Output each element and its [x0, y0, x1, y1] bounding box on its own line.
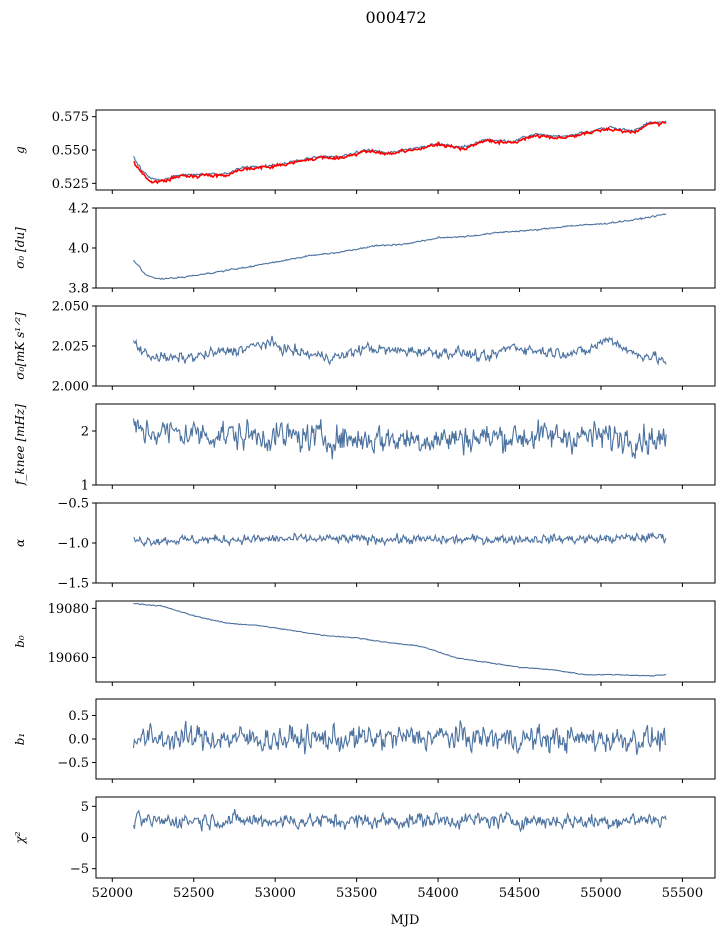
panel-alpha: −1.5 −1.0 −0.5 α	[13, 497, 716, 592]
series-line-sigma0	[133, 213, 667, 280]
series-line-b0	[133, 602, 667, 677]
panel-chi2: −5 0 5 χ²	[13, 796, 716, 882]
panel-frame	[95, 109, 716, 191]
series-line-fknee	[132, 418, 667, 460]
chart-title: 000472	[365, 8, 426, 27]
y-tick-label: −5	[70, 862, 89, 877]
y-axis-label: b₀	[13, 635, 27, 648]
series-line-alpha	[133, 531, 667, 548]
y-tick-label: −1.5	[57, 577, 89, 592]
y-tick-label: 0.525	[52, 177, 89, 192]
y-axis-label: σ₀ [du]	[13, 227, 27, 269]
panel-b0: 19060 19080 b₀	[13, 600, 716, 686]
x-tick-label: 54500	[499, 886, 540, 901]
y-tick-label: 2.025	[52, 340, 89, 355]
y-tick-label: −0.5	[57, 497, 89, 512]
y-tick-label: 0.5	[68, 709, 89, 724]
series-line-sigma0_mks	[132, 335, 667, 366]
y-tick-label: 5	[81, 800, 89, 815]
panel-g: 0.525 0.550 0.575 g	[13, 109, 716, 194]
x-tick-label: 53500	[336, 886, 377, 901]
y-tick-label: 0	[81, 831, 89, 846]
panel-frame	[95, 502, 716, 584]
y-tick-label: 2	[81, 425, 89, 440]
y-axis-label: α	[13, 539, 27, 547]
series-line-b1	[132, 720, 667, 755]
x-tick-label: 54000	[417, 886, 458, 901]
x-tick-label: 53000	[255, 886, 296, 901]
x-tick-label: 55000	[580, 886, 621, 901]
series-line-chi2	[132, 809, 667, 833]
y-tick-label: 2.050	[52, 300, 89, 315]
panel-sigma0: 3.8 4.0 4.2 σ₀ [du]	[13, 202, 716, 297]
y-axis-label: χ²	[13, 831, 27, 844]
y-tick-label: 2.000	[52, 380, 89, 395]
panel-sigma0_mks: 2.000 2.025 2.050 σ₀[mK s¹ᐟ²]	[13, 300, 716, 395]
y-tick-label: 19060	[48, 651, 89, 666]
y-tick-label: 0.575	[52, 110, 89, 125]
x-tick-label: 52000	[92, 886, 133, 901]
y-tick-label: 4.2	[68, 202, 89, 217]
y-tick-label: −1.0	[57, 537, 89, 552]
y-tick-label: 4.0	[68, 242, 89, 257]
panel-frame	[95, 305, 716, 387]
y-tick-label: 3.8	[68, 282, 89, 297]
y-axis-label: b₁	[13, 733, 27, 746]
y-tick-label: 1	[81, 479, 89, 494]
panel-frame	[95, 600, 716, 683]
overlay-line-g	[133, 120, 667, 185]
panel-fknee: 1 2 f_knee [mHz]	[13, 403, 716, 494]
y-tick-label: 0.550	[52, 144, 89, 159]
x-tick-label: 52500	[173, 886, 214, 901]
y-axis-label: g	[13, 146, 27, 154]
y-axis-label: f_knee [mHz]	[13, 404, 27, 486]
y-tick-label: 0.0	[68, 733, 89, 748]
y-axis-label: σ₀[mK s¹ᐟ²]	[13, 312, 27, 380]
y-tick-label: 19080	[48, 602, 89, 617]
y-tick-label: −0.5	[57, 756, 89, 771]
x-axis-label: MJD	[391, 913, 420, 928]
panel-b1: −0.5 0.0 0.5 b₁	[13, 698, 716, 783]
panel-frame	[95, 796, 716, 879]
panel-frame	[95, 403, 716, 486]
x-tick-label: 55500	[662, 886, 703, 901]
